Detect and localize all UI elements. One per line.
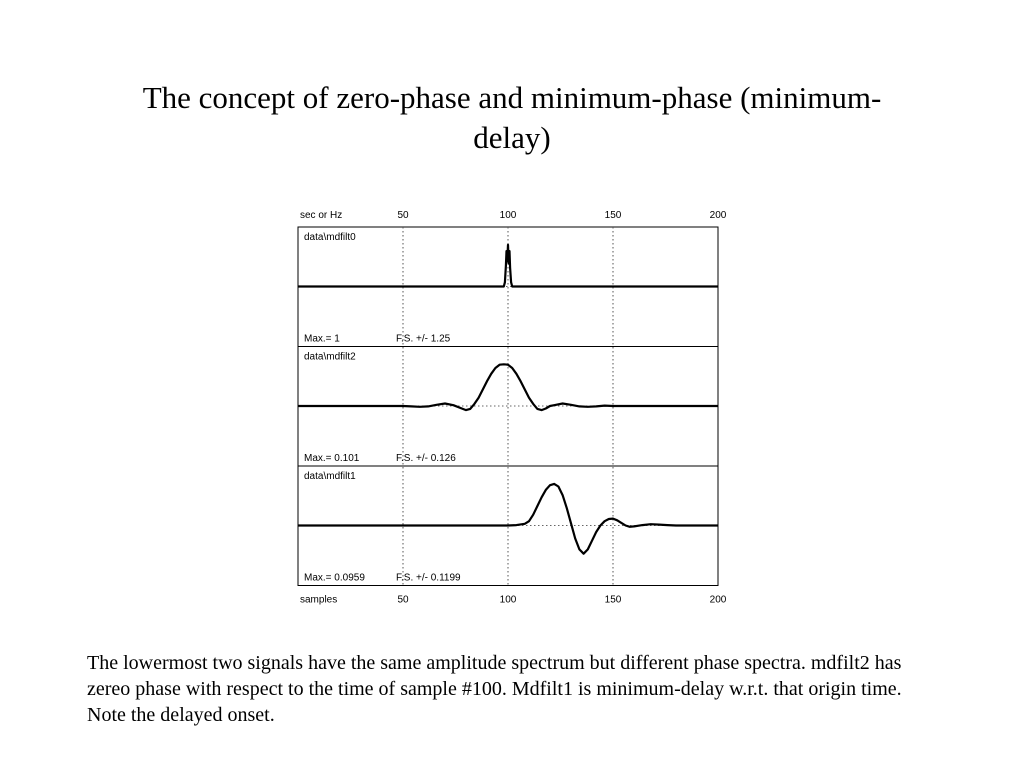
series-max-label: Max.= 0.101: [304, 453, 360, 464]
series-name-label: data\mdfilt1: [304, 471, 356, 482]
series-fs-label: F.S. +/- 1.25: [396, 334, 451, 345]
bottom-tick-label: 50: [397, 595, 409, 606]
top-axis-label: sec or Hz: [300, 210, 342, 221]
series-name-label: data\mdfilt2: [304, 352, 356, 363]
bottom-tick-label: 200: [710, 595, 727, 606]
series-max-label: Max.= 1: [304, 334, 340, 345]
series-max-label: Max.= 0.0959: [304, 573, 365, 584]
top-tick-label: 100: [500, 210, 517, 221]
top-tick-label: 200: [710, 210, 727, 221]
series-trace-3: [298, 482, 718, 555]
bottom-tick-label: 100: [500, 595, 517, 606]
series-name-label: data\mdfilt0: [304, 232, 356, 243]
slide-caption: The lowermost two signals have the same …: [87, 652, 902, 726]
top-tick-label: 150: [605, 210, 622, 221]
slide-title-line-2: delay): [473, 120, 551, 155]
series-fs-label: F.S. +/- 0.126: [396, 453, 456, 464]
top-tick-label: 50: [397, 210, 409, 221]
series-trace-1: [298, 243, 718, 288]
bottom-tick-label: 150: [605, 595, 622, 606]
series-fs-label: F.S. +/- 0.1199: [396, 573, 461, 584]
slide-title-line-1: The concept of zero-phase and minimum-ph…: [142, 80, 882, 115]
series-trace-2: [298, 363, 718, 412]
bottom-axis-label: samples: [300, 595, 337, 606]
slide-title: The concept of zero-phase and minimum-ph…: [80, 78, 944, 158]
